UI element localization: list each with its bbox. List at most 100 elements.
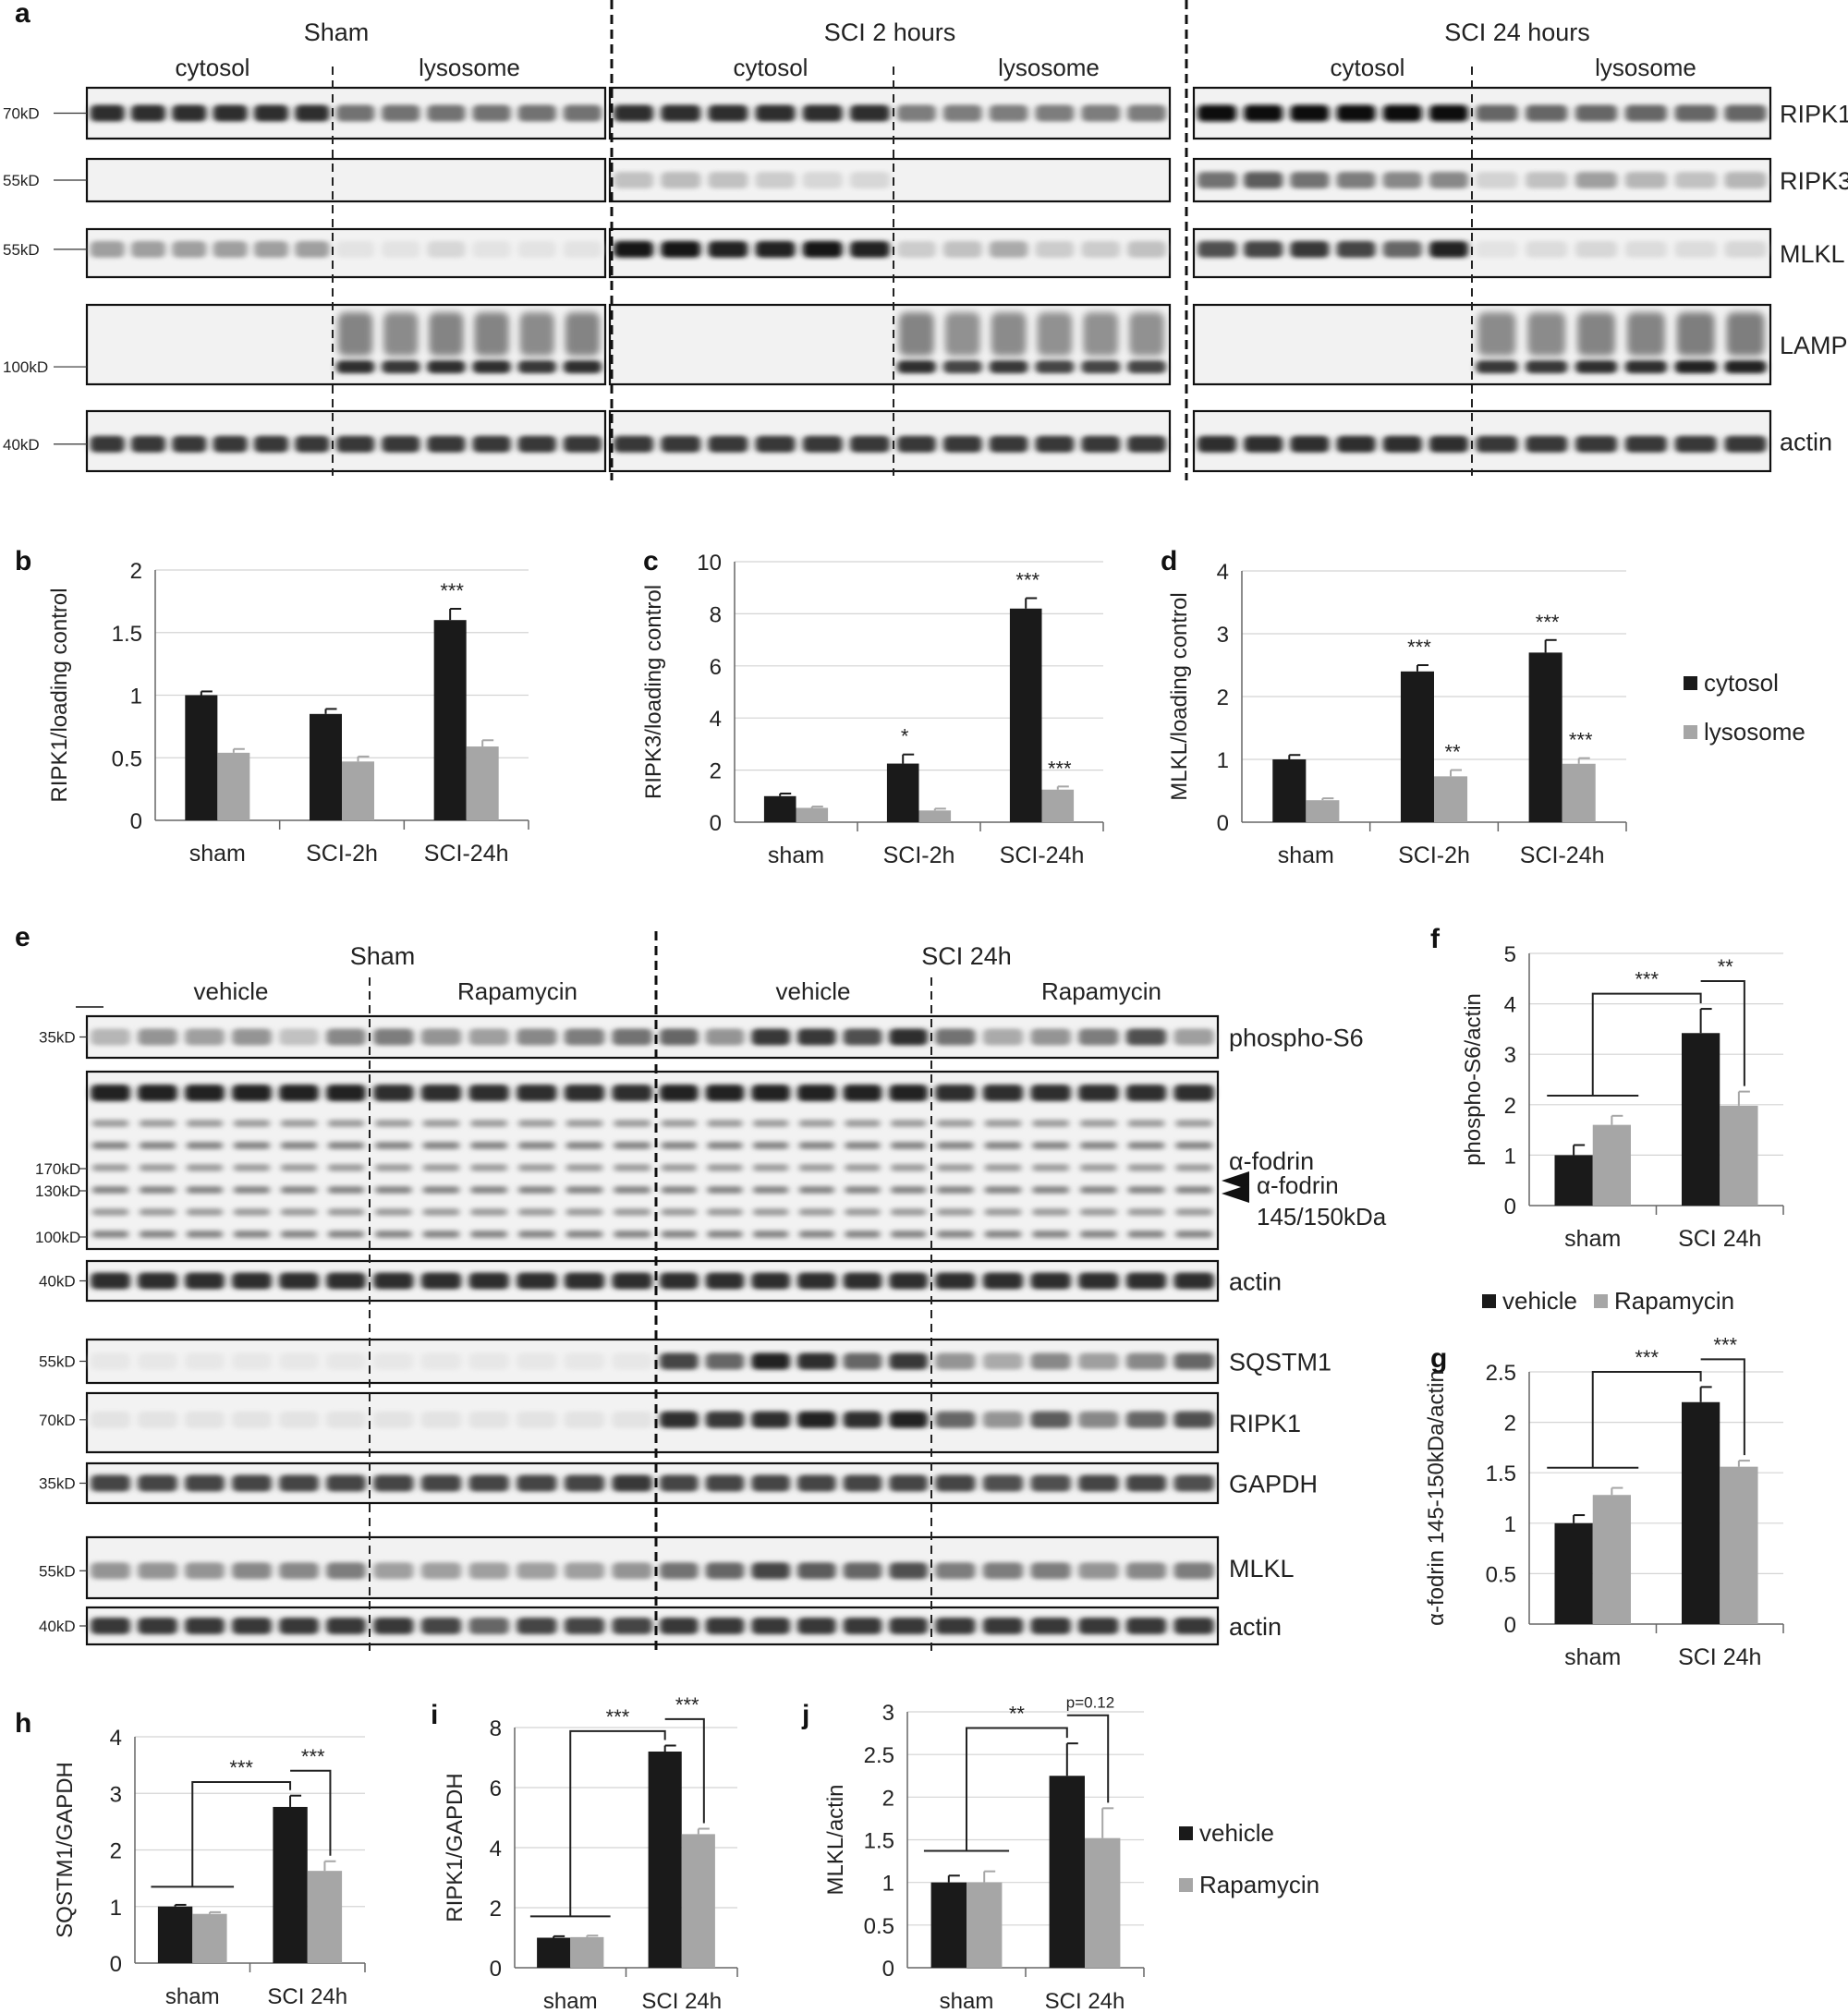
fodrin-band [798, 1208, 834, 1216]
bar-Rapamycin [1592, 1495, 1631, 1624]
significance-label: * [901, 725, 909, 748]
fodrin-band [984, 1120, 1022, 1127]
bar-Rapamycin [967, 1882, 1003, 1968]
band [1244, 240, 1283, 258]
band [849, 172, 890, 188]
band [564, 1411, 605, 1428]
band [843, 1618, 882, 1634]
chart-h: h 0 1 2 3 4 SQSTM1/GAPDH sham SCI 24h *** *** [15, 1708, 366, 2009]
band [612, 1411, 652, 1428]
band [1429, 435, 1468, 453]
bar-cytosol [763, 795, 796, 822]
fodrin-band [328, 1186, 364, 1194]
y-axis-title: RIPK1/GAPDH [443, 1773, 468, 1922]
blot-frame [85, 1606, 1220, 1646]
y-tick-label: 1.5 [112, 622, 142, 647]
band [373, 1352, 414, 1370]
band [705, 1411, 745, 1428]
band [420, 1352, 462, 1370]
x-category-label: sham [940, 1989, 994, 2013]
band [472, 104, 511, 122]
fodrin-band [798, 1231, 834, 1238]
band [896, 104, 936, 122]
band [659, 1272, 699, 1290]
band [1724, 360, 1767, 374]
band [138, 1411, 177, 1428]
y-tick-label: 3 [110, 1782, 122, 1807]
panel-letter-g: g [1430, 1343, 1447, 1374]
fodrin-band [92, 1231, 128, 1238]
panel-letter-j: j [801, 1700, 809, 1730]
fodrin-band [187, 1186, 223, 1194]
fodrin-band [470, 1208, 507, 1216]
band [705, 1562, 745, 1580]
y-tick-label: 0 [1217, 811, 1229, 836]
comparison-bracket [569, 1729, 666, 1917]
band [849, 435, 890, 453]
fodrin-band [565, 1231, 603, 1238]
band [517, 360, 556, 374]
y-axis-title: SQSTM1/GAPDH [53, 1762, 78, 1938]
comparison-bracket [1591, 1371, 1702, 1468]
significance-label: *** [1536, 611, 1560, 634]
fodrin-band [140, 1186, 176, 1194]
y-tick-label: 2 [710, 759, 722, 784]
band [1429, 172, 1468, 188]
x-category-label: SCI 24h [267, 1984, 347, 2009]
band [1127, 360, 1167, 374]
band [614, 104, 654, 122]
band [1336, 172, 1376, 188]
bar-lysosome [466, 746, 499, 820]
y-tick-label: 0.5 [864, 1914, 894, 1939]
band [335, 240, 375, 258]
band [91, 1474, 130, 1492]
x-category-label: sham [768, 843, 824, 868]
fodrin-band [1080, 1208, 1117, 1216]
y-tick-label: 1.5 [864, 1829, 894, 1854]
smear [519, 312, 554, 357]
mw-marker: 40kD [3, 436, 40, 454]
band [705, 1618, 745, 1634]
fodrin-band [661, 1142, 697, 1149]
band [1526, 104, 1568, 122]
band [382, 435, 420, 453]
band [1081, 360, 1121, 374]
band [295, 104, 330, 122]
y-tick-label: 0 [1504, 1194, 1516, 1219]
fodrin-band [937, 1164, 974, 1171]
band [138, 1028, 177, 1046]
band [802, 240, 843, 258]
significance-label: ** [1444, 741, 1461, 764]
fodrin-band [891, 1164, 927, 1171]
band [843, 1272, 882, 1290]
band [427, 104, 466, 122]
band [517, 1272, 557, 1290]
fodrin-band [375, 1164, 412, 1171]
band [564, 1474, 605, 1492]
y-tick-label: 3 [1504, 1043, 1516, 1068]
fodrin-band [937, 1186, 974, 1194]
significance-label: *** [1015, 568, 1040, 591]
band [1476, 172, 1518, 188]
band [982, 1618, 1024, 1634]
treatment-label: vehicle [194, 977, 269, 1005]
band [517, 104, 556, 122]
band [1030, 1352, 1071, 1370]
y-tick-label: 2 [110, 1839, 122, 1864]
band [563, 435, 602, 453]
smear [1626, 312, 1665, 357]
y-tick-label: 0 [710, 811, 722, 836]
blot-frame [85, 1535, 1220, 1600]
bar-Rapamycin [570, 1936, 604, 1968]
band [1574, 104, 1618, 122]
fodrin-band [845, 1142, 881, 1149]
x-category-label: SCI-24h [1520, 843, 1605, 868]
bar-lysosome [796, 807, 829, 822]
significance-label: *** [1635, 968, 1659, 991]
band [896, 240, 936, 258]
band [1624, 435, 1668, 453]
band [1674, 104, 1717, 122]
band [1127, 104, 1167, 122]
significance-label: *** [1569, 729, 1593, 752]
fodrin-band [375, 1231, 412, 1238]
